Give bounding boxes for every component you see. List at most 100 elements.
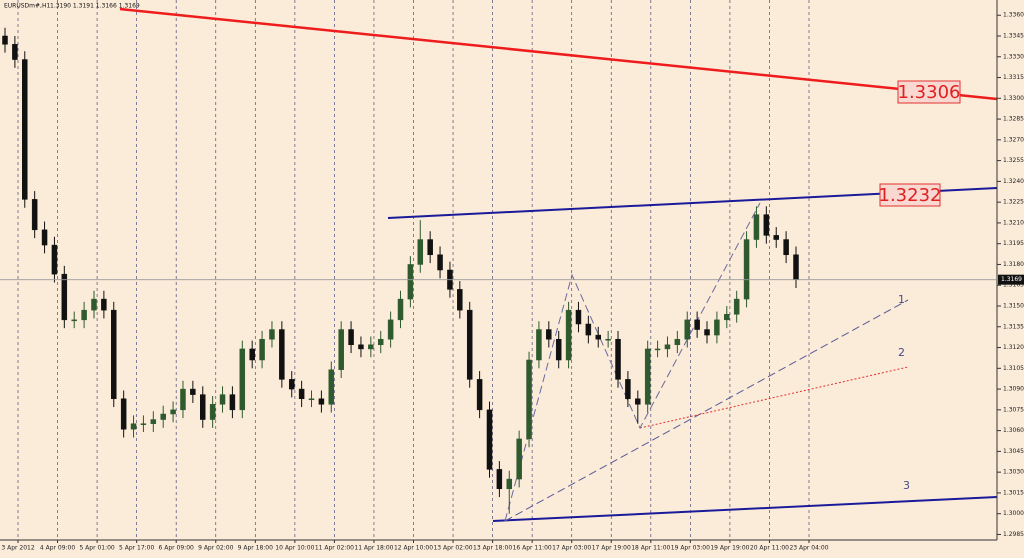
grid [17,0,810,540]
y-tick-label: 1.3150 [1003,303,1024,310]
candle-body [664,344,671,350]
candle-body [763,214,770,236]
candle-body [644,348,651,405]
candle-body [565,309,572,361]
x-tick-label: 11 Apr 18:00 [354,545,393,552]
candle-body [654,348,661,351]
y-tick-label: 1.3195 [1003,240,1024,247]
candle-body [773,235,779,240]
price-label-box [879,183,941,207]
candle-body [259,338,265,361]
y-tick-label: 1.3060 [1003,427,1024,434]
candle-body [219,394,226,405]
candle-body [407,264,414,300]
wave-label: 2 [898,346,905,359]
candle-body [536,329,542,361]
candle-body [61,273,68,321]
candle-body [635,398,641,405]
channel-line [639,366,909,429]
x-tick-label: 9 Apr 02:00 [198,545,233,552]
candle-body [457,289,463,311]
candle-body [2,35,8,45]
x-tick-label: 16 Apr 11:00 [513,545,552,552]
price-label: 1.3232 [879,185,942,206]
x-tick-label: 12 Apr 10:00 [394,545,433,552]
y-tick-label: 1.3345 [1003,33,1024,40]
y-tick-label: 1.3180 [1003,261,1024,268]
x-tick-label: 18 Apr 11:00 [631,545,670,552]
y-tick-label: 1.3075 [1003,406,1024,413]
candle-body [170,409,176,415]
y-tick-label: 1.3000 [1003,510,1024,517]
candle-body [91,298,97,311]
y-tick-label: 1.3255 [1003,157,1024,164]
candle-body [318,398,325,405]
x-tick-label: 17 Apr 03:00 [552,545,591,552]
price-label: 1.3306 [898,82,961,103]
candle-body [269,329,275,340]
candles [2,27,799,514]
candle-body [140,423,147,425]
candle-body [81,309,87,321]
y-tick-label: 1.3225 [1003,199,1024,206]
candle-body [160,413,166,420]
trend-line [492,496,998,522]
zigzag [504,202,761,522]
candle-body [51,244,58,275]
candle-body [298,388,305,400]
y-tick-label: 1.3135 [1003,323,1024,330]
candle-body [793,254,799,280]
candle-body [190,388,196,395]
candle-body [348,329,354,346]
y-tick-label: 1.3105 [1003,365,1024,372]
candle-body [743,239,750,300]
candle-body [41,229,48,246]
x-tick-label: 6 Apr 09:00 [159,545,194,552]
x-tick-label: 10 Apr 10:00 [275,545,314,552]
candle-body [368,344,374,350]
candle-body [22,59,28,200]
candle-body [338,329,344,370]
x-tick-label: 13 Apr 02:00 [433,545,472,552]
candle-body [575,309,582,325]
price-label-box [897,80,961,104]
candle-body [585,323,592,336]
candle-body [437,254,443,271]
candle-body [120,398,127,430]
candle-body [555,338,562,361]
y-tick-label: 1.3165 [1003,282,1024,289]
candle-body [714,319,720,336]
candle-body [397,298,404,321]
candle-body [733,298,740,315]
candle-body [12,44,18,60]
x-tick-label: 13 Apr 18:00 [473,545,512,552]
candle-body [71,319,77,322]
y-tick-label: 1.3285 [1003,116,1024,123]
candle-body [704,329,710,336]
x-tick-label: 11 Apr 02:00 [315,545,354,552]
candle-body [150,419,157,424]
candle-body [496,469,503,490]
chart-subtitle: 1.3190 1.3191 1.3166 1.3169 [50,3,140,10]
candle-body [615,338,621,380]
x-tick-label: 3 Apr 2012 [1,545,34,552]
x-tick-label: 9 Apr 18:00 [238,545,273,552]
candle-body [130,423,137,430]
y-tick-label: 1.3270 [1003,136,1024,143]
x-tick-label: 17 Apr 19:00 [592,545,631,552]
candle-body [328,369,335,405]
candle-body [546,329,552,340]
candle-body [526,359,532,440]
candle-body [31,199,38,231]
candle-body [209,404,216,420]
candle-body [486,409,493,470]
trend-line [119,7,998,101]
candle-body [694,319,700,330]
y-tick-label: 1.3120 [1003,344,1024,351]
wave-label: 1 [898,293,905,306]
y-tick-label: 1.3330 [1003,53,1024,60]
current-price-label: 1.3169 [1001,276,1022,283]
candle-body [625,379,631,400]
candle-body [476,379,483,411]
